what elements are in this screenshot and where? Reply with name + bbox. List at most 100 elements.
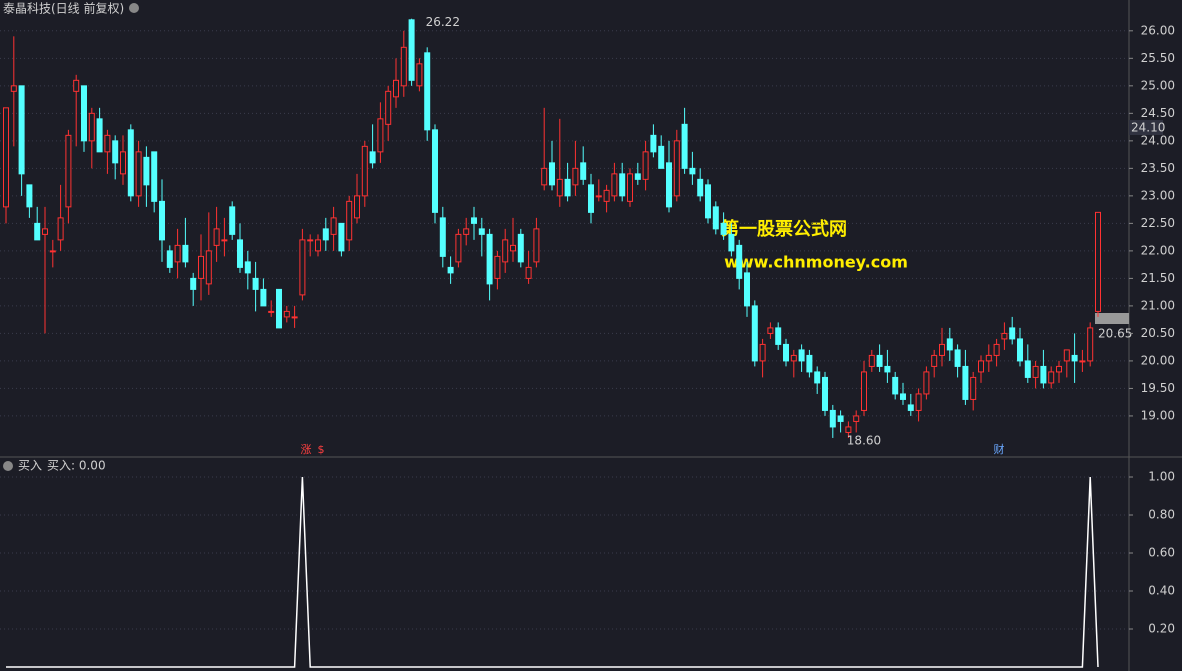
candle-body bbox=[517, 233, 524, 263]
candle-body bbox=[751, 305, 758, 362]
candle-body bbox=[205, 250, 212, 285]
price-tag-box bbox=[1095, 313, 1129, 324]
candle-body bbox=[96, 118, 103, 153]
candle-body bbox=[564, 178, 571, 197]
indicator-line bbox=[6, 476, 1099, 668]
candle-body bbox=[182, 244, 189, 263]
candle-body bbox=[81, 85, 87, 142]
y-tick-label: 25.50 bbox=[1141, 51, 1175, 65]
candle-body bbox=[712, 206, 719, 230]
candle-body bbox=[588, 184, 594, 213]
candle-body bbox=[502, 239, 509, 263]
candle-body bbox=[861, 371, 867, 411]
candle-body bbox=[400, 46, 407, 87]
candle-body bbox=[439, 217, 446, 257]
candle-body bbox=[541, 167, 548, 186]
candle-body bbox=[307, 239, 314, 242]
price-tag-box bbox=[1129, 120, 1163, 135]
candle-body bbox=[939, 343, 945, 356]
y-tick-label: 26.00 bbox=[1141, 23, 1175, 37]
candle-body bbox=[299, 239, 306, 296]
watermark: www.chnmoney.com bbox=[724, 253, 908, 272]
candle-body bbox=[1056, 365, 1062, 373]
y-tick-label: 19.00 bbox=[1141, 408, 1175, 422]
candle-body bbox=[728, 233, 735, 252]
candle-body bbox=[471, 217, 477, 224]
candle-body bbox=[408, 19, 415, 81]
candle-body bbox=[744, 272, 750, 307]
menu-icon[interactable] bbox=[129, 3, 139, 13]
candle-body bbox=[1024, 360, 1031, 378]
candle-body bbox=[767, 327, 774, 334]
candle-body bbox=[252, 277, 259, 290]
candle-body bbox=[689, 167, 696, 175]
candle-body bbox=[1071, 354, 1078, 362]
candle-body bbox=[580, 162, 587, 180]
candle-body bbox=[853, 415, 860, 422]
candle-body bbox=[1032, 365, 1039, 378]
y-tick-label: 22.00 bbox=[1141, 243, 1175, 257]
indicator-title: 买入 bbox=[18, 459, 42, 473]
candle-body bbox=[814, 371, 821, 384]
candle-body bbox=[1048, 371, 1055, 384]
candle-body bbox=[946, 338, 953, 351]
y-tick-label: 23.00 bbox=[1141, 188, 1175, 202]
candle-body bbox=[198, 255, 204, 279]
candle-body bbox=[978, 360, 984, 373]
candle-body bbox=[931, 354, 938, 367]
y-tick-label: 21.00 bbox=[1141, 298, 1175, 312]
candle-body bbox=[510, 244, 516, 252]
chart-title: 泰晶科技(日线 前复权) bbox=[3, 1, 124, 16]
candle-body bbox=[283, 310, 290, 318]
candle-body bbox=[720, 222, 727, 235]
candle-body bbox=[673, 140, 680, 197]
candle-body bbox=[892, 376, 899, 395]
candle-body bbox=[120, 151, 126, 175]
candle-body bbox=[494, 255, 501, 279]
y-tick-label: 0.40 bbox=[1148, 584, 1175, 598]
y-tick-label: 20.50 bbox=[1141, 326, 1175, 340]
candle-body bbox=[1001, 332, 1008, 340]
candle-body bbox=[34, 222, 41, 241]
candle-body bbox=[985, 354, 992, 362]
candle-body bbox=[338, 222, 345, 252]
candle-body bbox=[221, 239, 228, 242]
candle-body bbox=[595, 195, 602, 198]
candle-body bbox=[954, 349, 961, 367]
candle-body bbox=[907, 404, 914, 411]
candle-body bbox=[798, 349, 805, 362]
candle-body bbox=[705, 184, 711, 219]
candle-body bbox=[57, 217, 64, 241]
candle-body bbox=[634, 173, 641, 180]
y-tick-label: 1.00 bbox=[1148, 470, 1175, 484]
candle-body bbox=[42, 228, 48, 235]
low-label: 18.60 bbox=[847, 433, 881, 447]
candle-body bbox=[783, 343, 789, 362]
y-tick-label: 0.80 bbox=[1148, 508, 1175, 522]
candle-body bbox=[915, 393, 922, 411]
candle-body bbox=[159, 200, 165, 241]
candle-body bbox=[447, 266, 454, 274]
candle-body bbox=[900, 393, 906, 400]
candle-body bbox=[3, 107, 9, 208]
candle-body bbox=[112, 140, 119, 164]
candle-body bbox=[533, 228, 540, 263]
candle-body bbox=[1063, 349, 1070, 362]
candle-body bbox=[829, 409, 836, 428]
candle-body bbox=[611, 173, 618, 197]
candle-body bbox=[393, 79, 399, 98]
candle-body bbox=[868, 354, 875, 367]
menu-icon[interactable] bbox=[3, 461, 13, 471]
high-label: 26.22 bbox=[426, 15, 460, 29]
candle-body bbox=[658, 145, 665, 169]
candle-body bbox=[354, 195, 360, 219]
watermark: 第一股票公式网 bbox=[721, 218, 847, 240]
candle-body bbox=[213, 228, 220, 246]
candle-body bbox=[650, 134, 657, 153]
candle-body bbox=[697, 178, 704, 197]
price-tag: 20.65 bbox=[1098, 327, 1132, 341]
y-tick-label: 23.50 bbox=[1141, 161, 1175, 175]
candle-body bbox=[993, 343, 1000, 356]
candle-body bbox=[642, 151, 649, 180]
candle-body bbox=[884, 365, 891, 373]
